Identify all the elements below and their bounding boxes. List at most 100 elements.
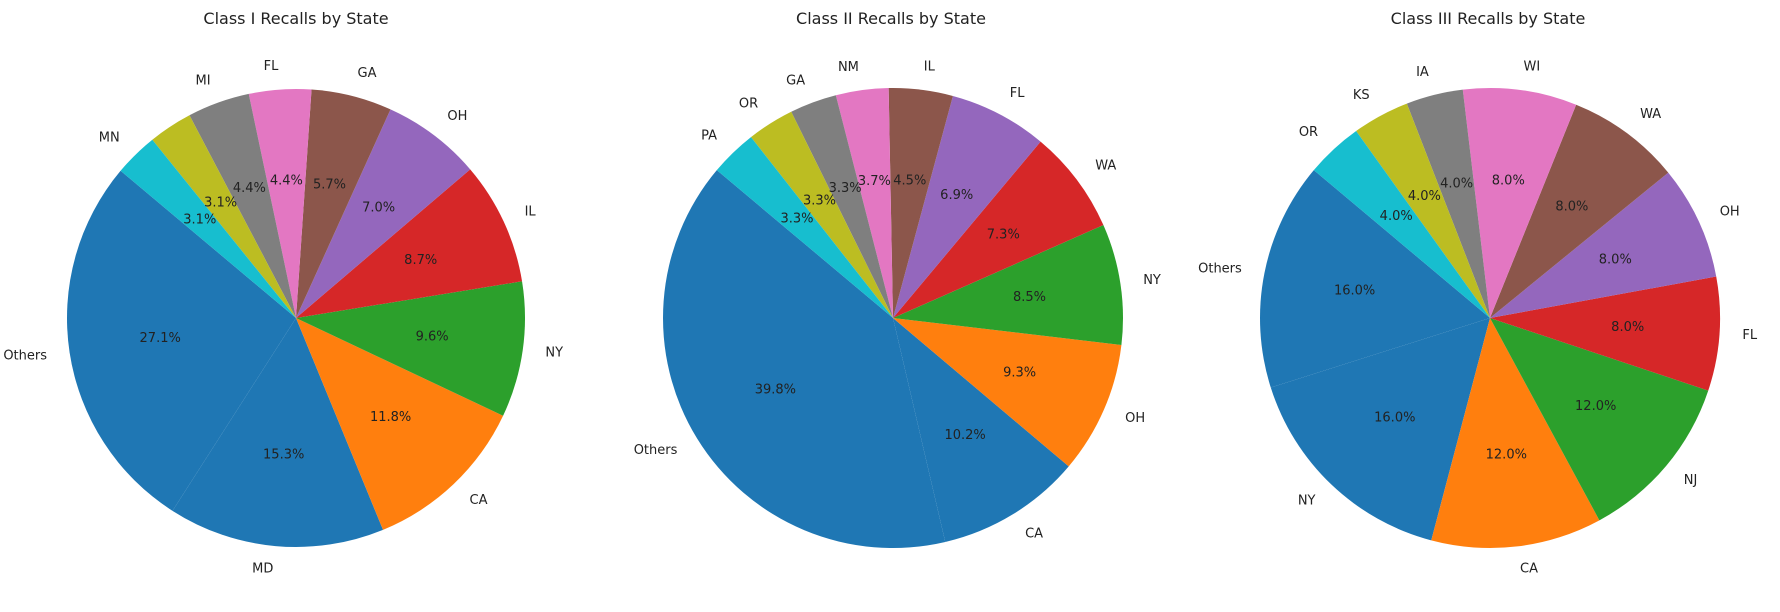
pie-slice xyxy=(1462,88,1577,318)
pie-slice xyxy=(296,169,523,318)
pie-slice xyxy=(750,111,893,319)
slice-category-label: KS xyxy=(1353,88,1370,103)
slice-category-label: IA xyxy=(1416,65,1429,80)
chart-title: Class II Recalls by State xyxy=(796,9,986,28)
pie-slice xyxy=(120,139,296,318)
slice-category-label: Others xyxy=(1198,261,1242,276)
slice-percent-label: 12.0% xyxy=(1575,399,1616,414)
pie-slice xyxy=(1431,318,1600,548)
pie-slice xyxy=(152,115,296,318)
pie-slice xyxy=(716,137,893,318)
pie-slice xyxy=(296,89,391,318)
class-2-pie-chart: Class II Recalls by State Others 39.8% CA 1… xyxy=(634,9,1161,548)
pie-slice xyxy=(1270,318,1490,541)
pie-slice xyxy=(296,281,526,416)
slice-percent-label: 39.8% xyxy=(755,383,796,398)
slice-category-label: FL xyxy=(264,59,279,74)
slice-category-label: FL xyxy=(1742,328,1757,343)
slice-percent-label: 7.3% xyxy=(987,228,1020,243)
pie-slice xyxy=(1490,104,1669,318)
slice-category-label: NY xyxy=(545,346,563,361)
slice-percent-label: 11.8% xyxy=(370,410,411,425)
slice-category-label: GA xyxy=(358,66,377,81)
chart-title: Class I Recalls by State xyxy=(203,9,388,28)
slice-percent-label: 27.1% xyxy=(140,331,181,346)
slice-category-label: MN xyxy=(99,131,120,146)
pie-slice xyxy=(296,318,504,530)
pie-slice xyxy=(189,93,296,319)
pie-slice xyxy=(1313,130,1490,318)
slice-percent-label: 4.4% xyxy=(233,181,266,196)
slice-category-label: NY xyxy=(1298,494,1316,509)
class-3-pie-chart: Class III Recalls by State Others 16.0% NY… xyxy=(1198,9,1758,577)
slice-category-label: WA xyxy=(1095,158,1116,173)
slice-percent-label: 9.3% xyxy=(1003,365,1036,380)
slice-percent-label: 5.7% xyxy=(313,177,346,192)
slice-category-label: OH xyxy=(447,109,467,124)
pie-slice xyxy=(835,88,893,318)
slice-percent-label: 3.1% xyxy=(204,196,237,211)
pie-slice xyxy=(791,95,893,318)
slice-category-label: GA xyxy=(786,73,805,88)
slice-category-label: FL xyxy=(1010,86,1025,101)
slice-category-label: Others xyxy=(3,349,47,364)
slice-category-label: PA xyxy=(701,129,717,144)
slice-category-label: Others xyxy=(634,443,678,458)
pie-slice xyxy=(248,89,312,318)
chart-title: Class III Recalls by State xyxy=(1391,9,1586,28)
pie-slice xyxy=(1490,172,1717,318)
slice-category-label: NM xyxy=(838,60,859,75)
slice-category-label: MD xyxy=(252,561,273,576)
pie-slice xyxy=(893,318,1069,542)
class-1-pie-chart: Class I Recalls by State Others 27.1% MD 15… xyxy=(3,9,563,576)
pie-slice xyxy=(1356,103,1490,318)
slice-percent-label: 10.2% xyxy=(944,428,985,443)
slice-percent-label: 8.0% xyxy=(1555,199,1588,214)
pie-slice xyxy=(1260,170,1490,388)
slice-percent-label: 4.5% xyxy=(893,174,926,189)
pie-slice xyxy=(893,225,1123,345)
pie-slice xyxy=(893,95,1041,318)
pie-slice xyxy=(888,87,953,318)
slice-category-label: OH xyxy=(1720,204,1740,219)
slice-category-label: IL xyxy=(924,59,936,74)
pie-slice xyxy=(893,141,1104,318)
pie-slice xyxy=(1490,276,1720,391)
slice-category-label: CA xyxy=(1520,562,1538,577)
slice-percent-label: 3.3% xyxy=(803,194,836,209)
slice-percent-label: 16.0% xyxy=(1334,284,1375,299)
slice-percent-label: 7.0% xyxy=(362,201,395,216)
slice-percent-label: 3.7% xyxy=(858,174,891,189)
pie-slice xyxy=(1490,318,1709,521)
slice-category-label: OR xyxy=(1299,125,1318,140)
slice-percent-label: 8.0% xyxy=(1599,253,1632,268)
pie-slice xyxy=(66,170,296,511)
slice-percent-label: 8.7% xyxy=(404,253,437,268)
slice-category-label: OH xyxy=(1125,411,1145,426)
slice-category-label: NY xyxy=(1143,273,1161,288)
slice-category-label: OR xyxy=(739,96,758,111)
slice-category-label: WA xyxy=(1640,107,1661,122)
pie-slice xyxy=(893,318,1122,467)
pie-slice xyxy=(296,109,471,318)
pie-slice xyxy=(172,318,384,548)
slice-percent-label: 4.0% xyxy=(1380,209,1413,224)
slice-percent-label: 3.1% xyxy=(183,212,216,227)
slice-category-label: WI xyxy=(1524,60,1541,75)
slice-percent-label: 8.5% xyxy=(1013,290,1046,305)
slice-percent-label: 4.4% xyxy=(270,173,303,188)
slice-percent-label: 6.9% xyxy=(940,188,973,203)
pie-slice xyxy=(663,170,946,548)
slice-percent-label: 15.3% xyxy=(263,447,304,462)
slice-percent-label: 12.0% xyxy=(1486,448,1527,463)
slice-percent-label: 3.3% xyxy=(829,181,862,196)
slice-percent-label: 8.0% xyxy=(1611,320,1644,335)
slice-percent-label: 16.0% xyxy=(1374,410,1415,425)
slice-percent-label: 4.0% xyxy=(1440,177,1473,192)
pie-slice xyxy=(1406,89,1490,319)
slice-category-label: CA xyxy=(1025,526,1043,541)
slice-percent-label: 9.6% xyxy=(416,330,449,345)
slice-category-label: CA xyxy=(470,493,488,508)
slice-category-label: IL xyxy=(525,205,537,220)
